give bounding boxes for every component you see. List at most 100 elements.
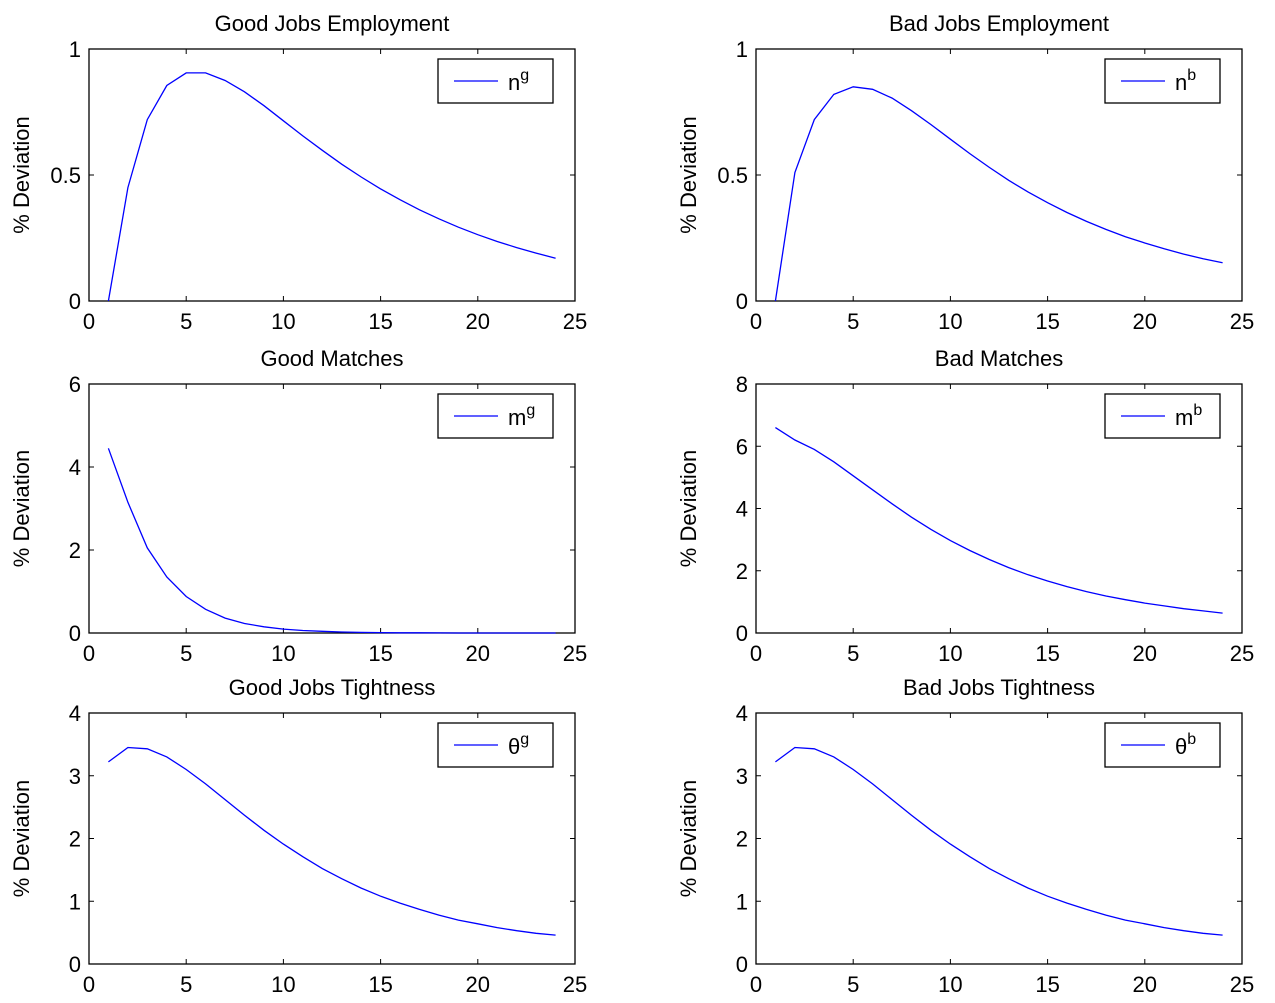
x-tick-label: 25: [563, 309, 587, 334]
y-tick-label: 6: [69, 372, 81, 397]
x-tick-label: 0: [750, 641, 762, 666]
y-axis-label: % Deviation: [676, 780, 701, 897]
chart-title: Bad Matches: [935, 346, 1063, 371]
x-tick-label: 10: [271, 972, 295, 997]
legend: mg: [437, 393, 554, 439]
x-tick-label: 5: [847, 972, 859, 997]
legend-label-superscript: g: [520, 67, 529, 84]
chart-title: Bad Jobs Tightness: [903, 675, 1095, 700]
y-tick-label: 0: [69, 289, 81, 314]
x-tick-label: 5: [180, 641, 192, 666]
legend-label-superscript: b: [1193, 402, 1202, 419]
y-tick-label: 4: [69, 701, 81, 726]
y-tick-label: 1: [736, 889, 748, 914]
x-tick-label: 20: [466, 972, 490, 997]
legend-label-superscript: g: [526, 402, 535, 419]
x-tick-label: 15: [368, 972, 392, 997]
x-tick-label: 25: [563, 641, 587, 666]
y-axis-label: % Deviation: [9, 780, 34, 897]
legend: ng: [437, 58, 554, 104]
series-line-θ-g: [108, 746, 556, 936]
x-tick-label: 0: [83, 309, 95, 334]
y-tick-label: 3: [69, 764, 81, 789]
x-tick-label: 10: [938, 972, 962, 997]
x-tick-label: 0: [83, 972, 95, 997]
series-line-n-g: [107, 72, 556, 302]
x-tick-label: 15: [368, 641, 392, 666]
y-axis-label: % Deviation: [676, 450, 701, 567]
legend-label-base: m: [1175, 405, 1193, 430]
x-tick-label: 0: [750, 309, 762, 334]
legend-label-base: θ: [508, 734, 520, 759]
x-tick-label: 15: [1035, 972, 1059, 997]
legend: nb: [1104, 58, 1221, 104]
x-tick-label: 10: [938, 309, 962, 334]
legend-label: θg: [508, 731, 529, 759]
chart-title: Good Jobs Tightness: [229, 675, 436, 700]
y-tick-label: 2: [69, 538, 81, 563]
y-tick-label: 0: [736, 952, 748, 977]
y-axis-label: % Deviation: [9, 450, 34, 567]
legend-label: mb: [1175, 402, 1202, 430]
x-tick-label: 20: [1133, 641, 1157, 666]
x-tick-label: 0: [83, 641, 95, 666]
x-tick-label: 0: [750, 972, 762, 997]
y-tick-label: 2: [69, 827, 81, 852]
y-tick-label: 6: [736, 434, 748, 459]
series-line-n-b: [774, 86, 1223, 302]
y-tick-label: 0: [736, 289, 748, 314]
x-tick-label: 25: [1230, 309, 1254, 334]
legend-label-base: n: [1175, 70, 1187, 95]
y-tick-label: 3: [736, 764, 748, 789]
x-tick-label: 5: [180, 972, 192, 997]
x-tick-label: 15: [1035, 641, 1059, 666]
y-tick-label: 0.5: [717, 163, 748, 188]
x-tick-label: 15: [1035, 309, 1059, 334]
legend: θg: [437, 722, 554, 768]
y-tick-label: 0: [736, 621, 748, 646]
legend-label-base: m: [508, 405, 526, 430]
legend-label: ng: [508, 67, 529, 95]
chart-title: Good Jobs Employment: [215, 11, 450, 36]
y-tick-label: 0: [69, 621, 81, 646]
y-tick-label: 4: [69, 455, 81, 480]
y-tick-label: 1: [736, 37, 748, 62]
chart-title: Bad Jobs Employment: [889, 11, 1109, 36]
y-tick-label: 4: [736, 701, 748, 726]
x-tick-label: 25: [1230, 972, 1254, 997]
y-tick-label: 0: [69, 952, 81, 977]
x-tick-label: 20: [466, 309, 490, 334]
x-tick-label: 25: [563, 972, 587, 997]
legend-label-base: n: [508, 70, 520, 95]
legend-label-superscript: g: [520, 731, 529, 748]
y-tick-label: 1: [69, 889, 81, 914]
y-tick-label: 4: [736, 497, 748, 522]
legend-label-superscript: b: [1187, 731, 1196, 748]
x-tick-label: 5: [847, 641, 859, 666]
series-line-m-b: [775, 427, 1223, 614]
y-tick-label: 8: [736, 372, 748, 397]
legend-label: θb: [1175, 731, 1196, 759]
panel-3: Good Matches % Deviation 0 5 10 15 20 25 0 2 4 6 mg: [9, 346, 587, 666]
series-line-m-g: [107, 448, 556, 634]
y-axis-label: % Deviation: [676, 116, 701, 233]
legend-label: mg: [508, 402, 535, 430]
y-tick-label: 2: [736, 827, 748, 852]
x-tick-label: 15: [368, 309, 392, 334]
legend-label-base: θ: [1175, 734, 1187, 759]
panel-6: Bad Jobs Tightness % Deviation 0 5 10 15 20 25 0…: [676, 675, 1254, 997]
series-line-θ-b: [775, 746, 1223, 936]
legend-label: nb: [1175, 67, 1196, 95]
y-tick-label: 2: [736, 559, 748, 584]
legend: θb: [1104, 722, 1221, 768]
plot-frame: [88, 383, 576, 634]
x-tick-label: 5: [847, 309, 859, 334]
y-axis-label: % Deviation: [9, 116, 34, 233]
y-tick-label: 1: [69, 37, 81, 62]
chart-title: Good Matches: [260, 346, 403, 371]
x-tick-label: 10: [271, 641, 295, 666]
